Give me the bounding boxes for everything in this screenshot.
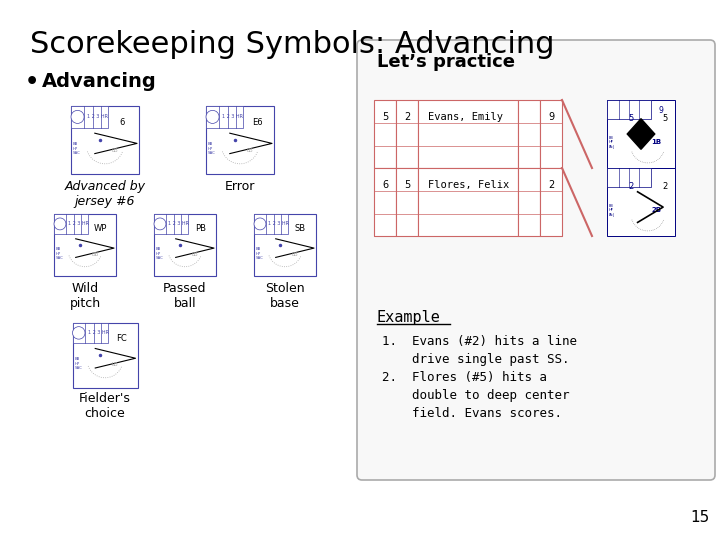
Text: Error: Error: [225, 180, 255, 193]
Text: 2.  Flores (#5) hits a: 2. Flores (#5) hits a: [382, 371, 547, 384]
Bar: [54, 214, 88, 234]
Text: Example: Example: [377, 310, 441, 325]
Polygon shape: [627, 119, 654, 149]
Circle shape: [254, 218, 266, 230]
Text: drive single past SS.: drive single past SS.: [382, 353, 570, 366]
Bar: [418, 100, 518, 168]
Text: 2B: 2B: [651, 207, 661, 213]
Text: double to deep center: double to deep center: [382, 389, 570, 402]
Bar: [71, 106, 139, 174]
Text: 5: 5: [382, 112, 388, 122]
Text: 1 2 3 HR: 1 2 3 HR: [168, 221, 189, 226]
Bar: [206, 106, 243, 128]
Text: 2: 2: [629, 182, 634, 191]
Circle shape: [154, 218, 166, 230]
Text: 2: 2: [404, 112, 410, 122]
Text: LB: LB: [112, 148, 118, 153]
Text: 9: 9: [548, 112, 554, 122]
Text: 1 2 3 HR: 1 2 3 HR: [269, 221, 289, 226]
Text: 2: 2: [662, 182, 667, 191]
Circle shape: [73, 327, 85, 339]
Text: FC: FC: [116, 334, 127, 342]
Bar: [607, 100, 651, 119]
Text: BB: BB: [91, 252, 99, 257]
Bar: [518, 100, 540, 168]
Bar: [73, 322, 138, 388]
Text: BB
HP
SAC: BB HP SAC: [156, 247, 164, 260]
Bar: [396, 168, 418, 236]
Text: Advanced by
jersey #6: Advanced by jersey #6: [65, 180, 145, 208]
Bar: [540, 100, 562, 168]
Text: 15: 15: [690, 510, 710, 525]
Text: Let’s practice: Let’s practice: [377, 53, 515, 71]
Bar: [607, 168, 675, 236]
Bar: [374, 100, 396, 168]
Text: 1 2 3 HR: 1 2 3 HR: [86, 114, 108, 119]
Text: LB: LB: [247, 148, 253, 153]
Bar: [154, 214, 188, 234]
Bar: [607, 100, 675, 168]
Text: Wild
pitch: Wild pitch: [69, 282, 101, 310]
Bar: [71, 106, 109, 128]
Text: 2: 2: [548, 180, 554, 190]
Text: Scorekeeping Symbols: Advancing: Scorekeeping Symbols: Advancing: [30, 30, 554, 59]
Bar: [607, 168, 651, 187]
Text: 9: 9: [659, 106, 664, 114]
Circle shape: [206, 110, 219, 124]
Bar: [206, 106, 274, 174]
Bar: [54, 214, 116, 276]
Text: 6: 6: [382, 180, 388, 190]
Text: 1B: 1B: [651, 139, 662, 145]
Circle shape: [71, 110, 84, 124]
Text: 5: 5: [662, 114, 667, 123]
Text: 6: 6: [120, 118, 125, 127]
Bar: [254, 214, 288, 234]
Text: BB
HP
SAC: BB HP SAC: [208, 142, 216, 155]
Bar: [418, 168, 518, 236]
Bar: [73, 322, 108, 343]
Text: LB: LB: [112, 362, 118, 367]
Text: Evans, Emily: Evans, Emily: [428, 112, 503, 122]
Text: Fielder's
choice: Fielder's choice: [79, 392, 131, 420]
Text: Stolen
base: Stolen base: [265, 282, 305, 310]
Text: BB
HP
SAC: BB HP SAC: [73, 142, 81, 155]
Bar: [154, 214, 216, 276]
Text: BB
HP
SAC: BB HP SAC: [56, 247, 64, 260]
Text: Flores, Felix: Flores, Felix: [428, 180, 509, 190]
Text: SB: SB: [295, 225, 306, 233]
Text: LB: LB: [291, 252, 298, 257]
FancyBboxPatch shape: [357, 40, 715, 480]
Text: BB
HP
SAC: BB HP SAC: [74, 357, 82, 370]
Text: BB
HP
SAC: BB HP SAC: [256, 247, 264, 260]
Text: 5: 5: [404, 180, 410, 190]
Text: Passed
ball: Passed ball: [163, 282, 207, 310]
Text: BB
HP
FA:J: BB HP FA:J: [609, 136, 615, 149]
Bar: [518, 168, 540, 236]
Text: •: •: [25, 72, 40, 92]
Text: 1.  Evans (#2) hits a line: 1. Evans (#2) hits a line: [382, 335, 577, 348]
Text: 5: 5: [629, 114, 634, 123]
Text: WP: WP: [94, 225, 107, 233]
Text: field. Evans scores.: field. Evans scores.: [382, 407, 562, 420]
Bar: [374, 168, 396, 236]
Circle shape: [54, 218, 66, 230]
Text: E6: E6: [252, 118, 262, 127]
Bar: [396, 100, 418, 168]
Text: 1 2 3 HR: 1 2 3 HR: [222, 114, 243, 119]
Text: LB: LB: [192, 252, 198, 257]
Text: 1 2 3 HR: 1 2 3 HR: [68, 221, 89, 226]
Text: BB
HP
FA:J: BB HP FA:J: [609, 204, 615, 217]
Text: Advancing: Advancing: [42, 72, 157, 91]
Bar: [254, 214, 316, 276]
Text: PB: PB: [195, 225, 206, 233]
Bar: [540, 168, 562, 236]
Text: 1 2 3 HR: 1 2 3 HR: [88, 330, 109, 335]
